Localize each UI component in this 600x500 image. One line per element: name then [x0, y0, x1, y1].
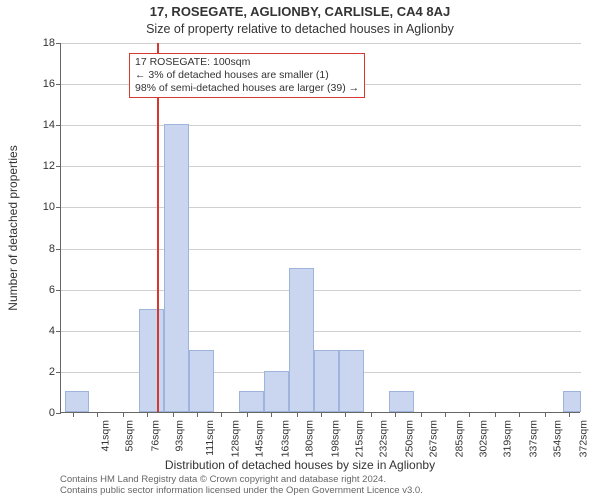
plot-area: 17 ROSEGATE: 100sqm← 3% of detached hous…	[60, 43, 580, 413]
xtick-mark	[371, 412, 372, 417]
xtick-mark	[395, 412, 396, 417]
ytick-label: 14	[25, 119, 55, 131]
xtick-mark	[271, 412, 272, 417]
bar	[239, 391, 264, 412]
ytick-label: 6	[25, 284, 55, 296]
bar	[139, 309, 164, 412]
xtick-label: 319sqm	[502, 420, 514, 457]
xtick-mark	[221, 412, 222, 417]
xtick-label: 180sqm	[303, 420, 315, 457]
annotation-line-2: ← 3% of detached houses are smaller (1)	[135, 69, 359, 82]
ytick-mark	[56, 125, 61, 126]
xtick-label: 232sqm	[378, 420, 390, 457]
xtick-label: 93sqm	[174, 420, 186, 452]
gridline	[61, 43, 581, 44]
xtick-mark	[495, 412, 496, 417]
xtick-label: 58sqm	[124, 420, 136, 452]
xtick-label: 250sqm	[403, 420, 415, 457]
ytick-label: 2	[25, 366, 55, 378]
xtick-mark	[197, 412, 198, 417]
xtick-mark	[469, 412, 470, 417]
chart-container: 17, ROSEGATE, AGLIONBY, CARLISLE, CA4 8A…	[0, 0, 600, 500]
gridline	[61, 125, 581, 126]
footer-line-2: Contains public sector information licen…	[60, 486, 580, 497]
footer-attribution: Contains HM Land Registry data © Crown c…	[60, 475, 580, 497]
ytick-mark	[56, 207, 61, 208]
xtick-label: 76sqm	[149, 420, 161, 452]
xtick-mark	[123, 412, 124, 417]
ytick-mark	[56, 249, 61, 250]
xtick-label: 41sqm	[100, 420, 112, 452]
xtick-mark	[545, 412, 546, 417]
gridline	[61, 207, 581, 208]
xtick-mark	[173, 412, 174, 417]
ytick-mark	[56, 331, 61, 332]
xtick-label: 111sqm	[204, 420, 216, 456]
gridline	[61, 249, 581, 250]
ytick-label: 0	[25, 407, 55, 419]
ytick-mark	[56, 166, 61, 167]
annotation-line-1: 17 ROSEGATE: 100sqm	[135, 56, 359, 69]
xtick-mark	[321, 412, 322, 417]
bar	[563, 391, 581, 412]
xtick-label: 285sqm	[453, 420, 465, 457]
xtick-label: 267sqm	[427, 420, 439, 457]
bar	[339, 350, 364, 412]
gridline	[61, 166, 581, 167]
bar	[65, 391, 90, 412]
xtick-mark	[519, 412, 520, 417]
xtick-mark	[147, 412, 148, 417]
xtick-label: 128sqm	[229, 420, 241, 457]
chart-title: 17, ROSEGATE, AGLIONBY, CARLISLE, CA4 8A…	[0, 4, 600, 19]
bar	[314, 350, 339, 412]
xtick-label: 198sqm	[329, 420, 341, 457]
ytick-mark	[56, 413, 61, 414]
bar	[389, 391, 414, 412]
xtick-mark	[97, 412, 98, 417]
ytick-label: 8	[25, 243, 55, 255]
gridline	[61, 290, 581, 291]
xtick-mark	[421, 412, 422, 417]
ytick-label: 18	[25, 37, 55, 49]
xtick-label: 215sqm	[353, 420, 365, 457]
bar	[264, 371, 289, 412]
xtick-label: 163sqm	[279, 420, 291, 457]
xtick-label: 337sqm	[527, 420, 539, 457]
x-axis-label: Distribution of detached houses by size …	[0, 458, 600, 472]
xtick-mark	[297, 412, 298, 417]
ytick-label: 4	[25, 325, 55, 337]
bar	[289, 268, 314, 412]
xtick-mark	[73, 412, 74, 417]
xtick-label: 354sqm	[551, 420, 563, 457]
bar	[164, 124, 189, 412]
xtick-mark	[247, 412, 248, 417]
ytick-mark	[56, 84, 61, 85]
xtick-label: 302sqm	[477, 420, 489, 457]
y-axis-label: Number of detached properties	[6, 145, 20, 310]
xtick-label: 145sqm	[254, 420, 266, 457]
ytick-label: 10	[25, 201, 55, 213]
ytick-mark	[56, 290, 61, 291]
annotation-line-3: 98% of semi-detached houses are larger (…	[135, 82, 359, 95]
xtick-mark	[345, 412, 346, 417]
bar	[189, 350, 214, 412]
xtick-mark	[569, 412, 570, 417]
xtick-label: 372sqm	[577, 420, 589, 457]
ytick-label: 16	[25, 78, 55, 90]
ytick-mark	[56, 372, 61, 373]
ytick-label: 12	[25, 160, 55, 172]
annotation-box: 17 ROSEGATE: 100sqm← 3% of detached hous…	[129, 53, 365, 98]
xtick-mark	[445, 412, 446, 417]
chart-subtitle: Size of property relative to detached ho…	[0, 22, 600, 36]
ytick-mark	[56, 43, 61, 44]
